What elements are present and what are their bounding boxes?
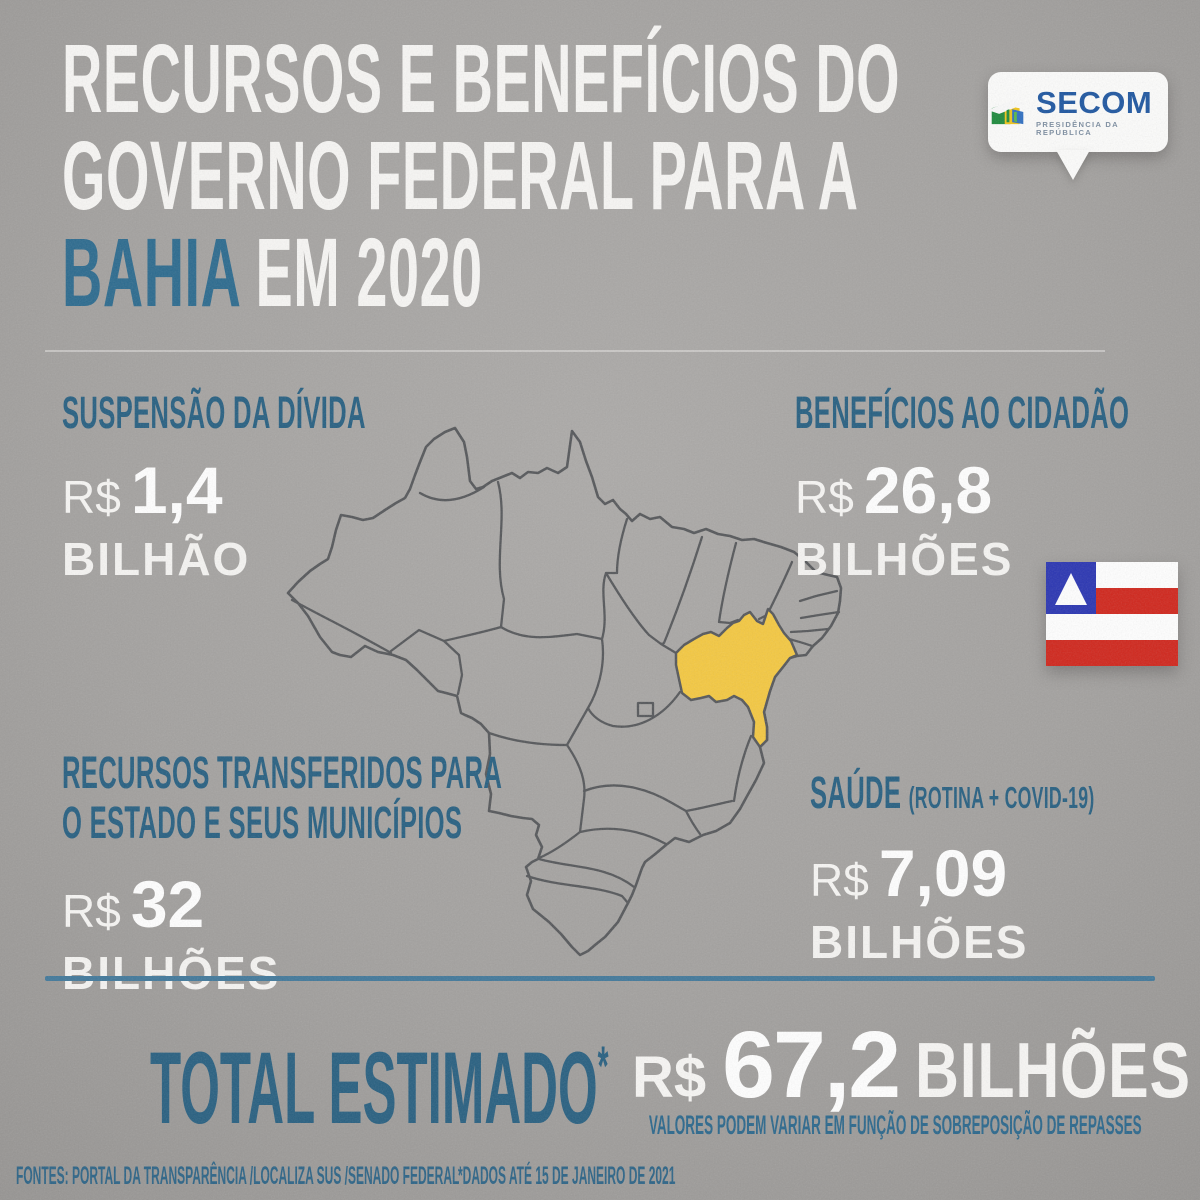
secom-badge: SECOM PRESIDÊNCIA DA REPÚBLICA [988, 72, 1168, 152]
secom-badge-tail [1056, 150, 1090, 180]
stat-recursos-unit: BILHÕES [62, 947, 281, 999]
title-year: EM 2020 [239, 218, 483, 327]
title-divider [45, 350, 1105, 352]
stat-saude: SAÚDE (ROTINA + COVID-19) R$ 7,09 BILHÕE… [810, 768, 1200, 969]
footer-data-note: *DADOS ATÉ 15 DE JANEIRO DE 2021 [458, 1162, 676, 1190]
total-unit: BILHÕES [915, 1026, 1191, 1114]
stat-saude-currency: R$ [810, 854, 869, 906]
stat-suspensao-label: SUSPENSÃO DA DÍVIDA [62, 387, 366, 438]
total-asterisk: * [597, 1034, 609, 1097]
title-line-2: GOVERNO FEDERAL PARA A [62, 121, 859, 230]
stat-suspensao-value: 1,4 [130, 453, 223, 527]
total-disclaimer: VALORES PODEM VARIAR EM FUNÇÃO DE SOBREP… [649, 1110, 1142, 1140]
stat-saude-note: (ROTINA + COVID-19) [908, 780, 1095, 815]
stat-beneficios-currency: R$ [795, 471, 854, 523]
title-line-3: BAHIA EM 2020 [62, 224, 483, 321]
stat-beneficios-cidadao: BENEFÍCIOS AO CIDADÃO R$ 26,8 BILHÕES [795, 388, 1200, 586]
stat-recursos-value: 32 [130, 867, 205, 941]
stat-beneficios-label: BENEFÍCIOS AO CIDADÃO [795, 387, 1130, 438]
stat-recursos-transferidos: RECURSOS TRANSFERIDOS PARA O ESTADO E SE… [62, 748, 834, 1000]
secom-logo-icon [988, 99, 1026, 125]
stat-suspensao-currency: R$ [62, 471, 121, 523]
stat-beneficios-value: 26,8 [863, 453, 993, 527]
stat-suspensao-unit: BILHÃO [62, 533, 251, 585]
stat-recursos-currency: R$ [62, 885, 121, 937]
total-amount: 67,2 [722, 1012, 901, 1118]
title-line-1: RECURSOS E BENEFÍCIOS DO [62, 24, 901, 133]
stat-recursos-label-1: RECURSOS TRANSFERIDOS PARA [62, 747, 503, 798]
secom-name: SECOM [1036, 85, 1153, 121]
bahia-state [674, 607, 799, 749]
stat-beneficios-unit: BILHÕES [795, 533, 1014, 585]
secom-subtitle: PRESIDÊNCIA DA REPÚBLICA [1036, 120, 1119, 137]
stat-saude-label: SAÚDE (ROTINA + COVID-19) [810, 767, 1095, 818]
stat-suspensao-divida: SUSPENSÃO DA DÍVIDA R$ 1,4 BILHÃO [62, 388, 595, 586]
total-divider [45, 976, 1155, 981]
stat-saude-unit: BILHÕES [810, 916, 1029, 968]
stat-saude-value: 7,09 [878, 836, 1008, 910]
secom-wordmark: SECOM PRESIDÊNCIA DA REPÚBLICA [1036, 87, 1168, 136]
title-highlight-bahia: BAHIA [62, 218, 240, 327]
stat-recursos-label-2: O ESTADO E SEUS MUNICÍPIOS [62, 797, 463, 848]
